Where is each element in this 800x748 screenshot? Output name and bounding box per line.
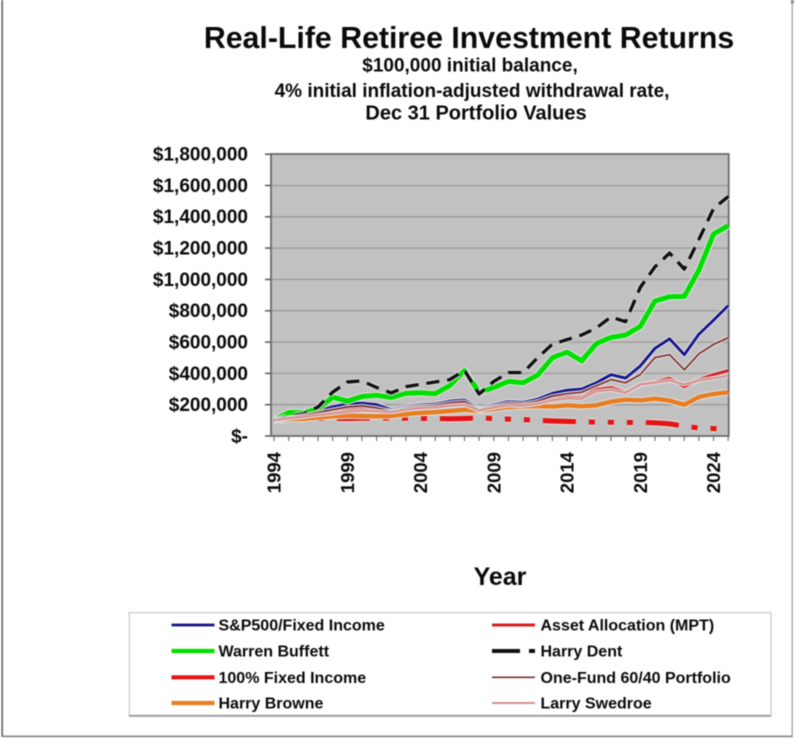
svg-text:2004: 2004: [410, 451, 431, 493]
svg-text:1999: 1999: [337, 452, 358, 493]
svg-text:S&P500/Fixed Income: S&P500/Fixed Income: [219, 618, 385, 635]
svg-text:$1,200,000: $1,200,000: [153, 239, 248, 260]
svg-text:Warren Buffett: Warren Buffett: [219, 644, 330, 661]
svg-text:Harry Dent: Harry Dent: [541, 644, 623, 661]
svg-text:$100,000 initial balance,: $100,000 initial balance,: [362, 56, 577, 77]
svg-text:Asset Allocation (MPT): Asset Allocation (MPT): [541, 618, 715, 635]
svg-text:$600,000: $600,000: [169, 333, 248, 354]
svg-text:$200,000: $200,000: [169, 395, 248, 416]
svg-text:$-: $-: [231, 426, 248, 447]
svg-text:1994: 1994: [264, 451, 285, 493]
svg-text:Real-Life Retiree Investment R: Real-Life Retiree Investment Returns: [204, 22, 734, 55]
svg-text:One-Fund 60/40 Portfolio: One-Fund 60/40 Portfolio: [541, 670, 731, 687]
svg-text:$400,000: $400,000: [169, 364, 248, 385]
svg-text:4% initial inflation-adjusted: 4% initial inflation-adjusted withdrawal…: [275, 81, 670, 102]
svg-text:2024: 2024: [703, 451, 724, 493]
svg-text:2009: 2009: [483, 452, 504, 493]
svg-text:Year: Year: [474, 563, 527, 591]
svg-text:2019: 2019: [630, 452, 651, 493]
svg-text:$1,600,000: $1,600,000: [153, 176, 248, 197]
svg-text:100% Fixed Income: 100% Fixed Income: [219, 670, 367, 687]
svg-text:2014: 2014: [557, 451, 578, 493]
svg-text:Larry Swedroe: Larry Swedroe: [541, 696, 652, 713]
svg-text:$800,000: $800,000: [169, 301, 248, 322]
svg-text:$1,800,000: $1,800,000: [153, 145, 248, 166]
svg-text:Harry Browne: Harry Browne: [219, 696, 324, 713]
svg-text:$1,400,000: $1,400,000: [153, 207, 248, 228]
svg-text:Dec 31 Portfolio Values: Dec 31 Portfolio Values: [365, 103, 586, 125]
svg-text:$1,000,000: $1,000,000: [153, 270, 248, 291]
